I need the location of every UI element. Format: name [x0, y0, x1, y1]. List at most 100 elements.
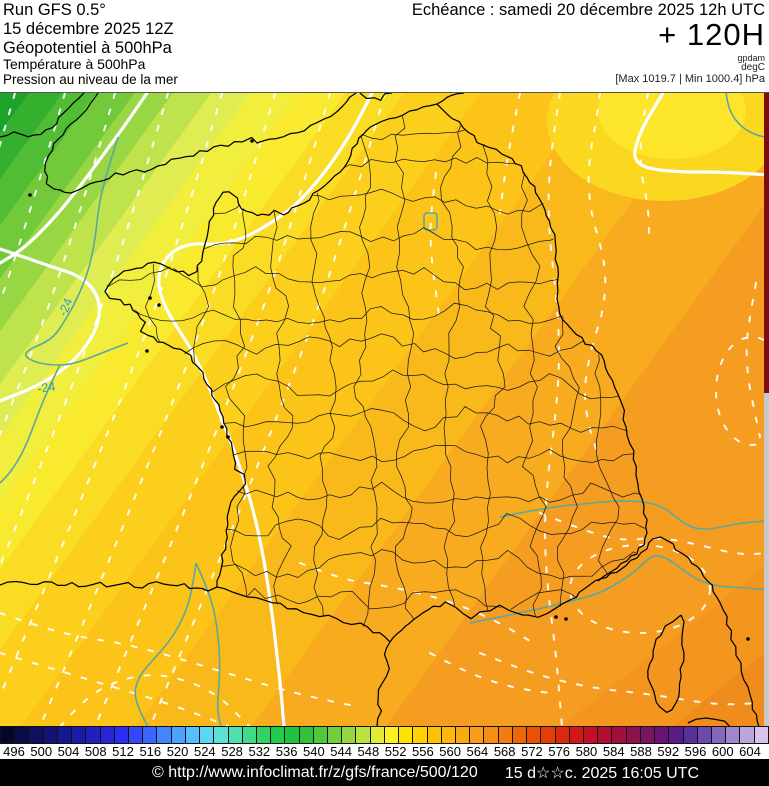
color-scale-cell: [511, 726, 528, 744]
color-scale-cell: [369, 726, 385, 744]
color-scale-value: 572: [521, 744, 543, 759]
param-pressure: Pression au niveau de la mer: [3, 72, 178, 87]
color-scale-cell: [28, 726, 44, 744]
forecast-step: + 120H: [658, 17, 765, 52]
source-url[interactable]: © http://www.infoclimat.fr/z/gfs/france/…: [152, 763, 478, 781]
color-scale-cell: [682, 726, 698, 744]
color-scale-cell: [355, 726, 371, 744]
color-scale-value: 540: [303, 744, 325, 759]
valid-time: Echéance : samedi 20 décembre 2025 12h U…: [411, 1, 765, 19]
color-scale-cell: [127, 726, 144, 744]
color-scale-cell: [668, 726, 684, 744]
color-scale-cell: [469, 726, 485, 744]
color-scale-cell: [0, 726, 16, 744]
color-scale-cell: [710, 726, 727, 744]
color-scale-cell: [440, 726, 456, 744]
color-scale-value: 508: [84, 744, 107, 759]
geopotential-ridge-blob: [547, 93, 769, 201]
color-scale-value: 564: [466, 744, 489, 759]
color-scale-value: 516: [139, 744, 162, 759]
color-scale-cell: [99, 726, 115, 744]
unit-gpdam: gpdam: [737, 53, 765, 63]
weather-map: -24 -24: [0, 92, 769, 727]
color-scale-value: 584: [602, 744, 625, 759]
color-scale-value: 496: [3, 744, 25, 759]
color-scale-cell: [483, 726, 499, 744]
color-scale-cell: [383, 726, 400, 744]
color-scale-cell: [526, 726, 542, 744]
color-scale-cell: [255, 726, 272, 744]
color-scale-cell: [654, 726, 670, 744]
color-scale-cell: [312, 726, 329, 744]
color-scale-value: 504: [57, 744, 80, 759]
color-scale-cell: [597, 726, 613, 744]
generation-time: 15 d☆☆c. 2025 16:05 UTC: [504, 764, 699, 782]
color-scale-cell: [341, 726, 357, 744]
color-scale-cell: [42, 726, 58, 744]
color-scale-cell: [227, 726, 243, 744]
color-scale-value: 552: [384, 744, 407, 759]
color-scale-cell: [568, 726, 584, 744]
color-scale-cell: [113, 726, 129, 744]
unit-degc: degC: [741, 62, 765, 73]
isobar-solid-lines: [0, 93, 769, 727]
color-scale-cell: [725, 726, 741, 744]
color-scale-cell: [184, 726, 201, 744]
color-scale-cell: [71, 726, 87, 744]
color-scale-value: 568: [493, 744, 516, 759]
color-scale-cell: [540, 726, 556, 744]
map-edge-strip: [764, 93, 769, 727]
color-scale-cell: [753, 726, 769, 744]
isobar-dashed-lines: [0, 93, 769, 727]
color-scale-cell: [398, 726, 414, 744]
color-scale-cell: [639, 726, 656, 744]
color-scale-cell: [554, 726, 570, 744]
contour-label: -24: [36, 380, 56, 396]
color-scale-value: 580: [575, 744, 598, 759]
param-geopotential: Géopotentiel à 500hPa: [3, 39, 172, 57]
color-scale-cell: [241, 726, 257, 744]
run-date: 15 décembre 2025 12Z: [3, 20, 174, 38]
color-scale-cell: [625, 726, 641, 744]
footer-bar: © http://www.infoclimat.fr/z/gfs/france/…: [0, 759, 769, 786]
color-scale-cell: [327, 726, 343, 744]
pressure-minmax: [Max 1019.7 | Min 1000.4] hPa: [615, 73, 765, 85]
color-scale-cell: [213, 726, 229, 744]
color-scale-cell: [739, 726, 755, 744]
color-scale-value: 536: [275, 744, 298, 759]
color-scale-cell: [426, 726, 442, 744]
color-scale-cell: [199, 726, 215, 744]
color-scale-cell: [611, 726, 627, 744]
coastlines: [0, 93, 760, 727]
run-title: Run GFS 0.5°: [3, 1, 106, 19]
color-scale-cell: [582, 726, 599, 744]
color-scale-cell: [156, 726, 172, 744]
color-scale-value: 544: [330, 744, 352, 759]
color-scale-value: 528: [221, 744, 243, 759]
color-scale-value: 588: [630, 744, 652, 759]
color-scale-value: 596: [684, 744, 707, 759]
color-scale-cell: [56, 726, 73, 744]
temperature-contours: [0, 93, 769, 727]
color-scale-cell: [455, 726, 471, 744]
color-scale-value: 512: [112, 744, 134, 759]
color-scale-value: 576: [548, 744, 571, 759]
color-scale-cell: [412, 726, 428, 744]
color-scale-value: 556: [412, 744, 434, 759]
color-scale-cell: [170, 726, 186, 744]
color-scale-cell: [270, 726, 286, 744]
color-scale-cell: [298, 726, 314, 744]
small-islands: [28, 139, 750, 641]
geopotential-color-scale: [0, 726, 769, 744]
color-scale-cell: [85, 726, 101, 744]
color-scale-value: 524: [193, 744, 216, 759]
color-scale-cell: [142, 726, 158, 744]
map-header: Run GFS 0.5° 15 décembre 2025 12Z Géopot…: [0, 0, 769, 92]
color-scale-value: 604: [739, 744, 761, 759]
color-scale-value: 520: [166, 744, 189, 759]
color-scale-values: 496 500 504 508 512 516 520 524 528 532 536 540 544 5…: [0, 744, 769, 759]
color-scale-cell: [696, 726, 712, 744]
color-scale-value: 500: [30, 744, 53, 759]
color-scale-value: 532: [248, 744, 271, 759]
